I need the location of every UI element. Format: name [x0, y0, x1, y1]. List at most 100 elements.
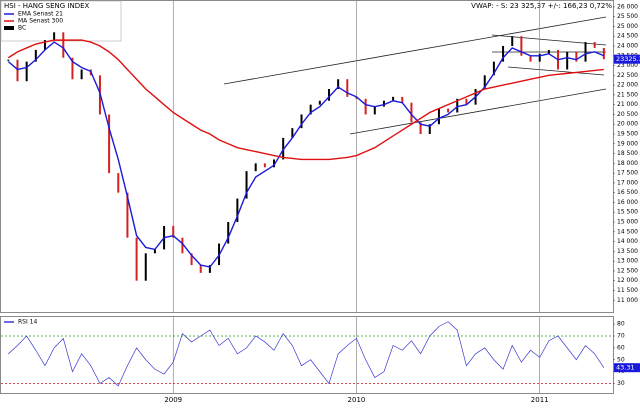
- price-bar: [492, 61, 495, 76]
- price-bar: [437, 108, 440, 125]
- last-value-label: 23325.37: [616, 55, 640, 63]
- price-bar: [34, 49, 37, 62]
- series-line: [7, 39, 604, 161]
- price-bar: [300, 114, 303, 129]
- y-tick-label: 60: [617, 344, 625, 351]
- last-value-label: 43.31: [616, 364, 635, 372]
- y-tick-label: 70: [617, 333, 625, 340]
- last-value-flag: [614, 363, 640, 373]
- y-tick-label: 25 000: [617, 23, 638, 30]
- price-bar: [410, 102, 413, 123]
- price-bar: [575, 51, 578, 62]
- trend-line: [507, 66, 605, 76]
- trend-line: [491, 34, 607, 46]
- price-bar: [355, 96, 358, 99]
- y-tick-label: 11 500: [617, 287, 638, 294]
- y-tick-label: 16 500: [617, 189, 638, 196]
- legend-label: RSI 14: [18, 319, 37, 326]
- price-bar: [593, 42, 596, 48]
- y-tick-label: 12 500: [617, 267, 638, 274]
- x-tick-label: 2009: [164, 396, 182, 404]
- y-tick-label: 15 500: [617, 209, 638, 216]
- price-bar: [108, 114, 111, 174]
- trend-line: [223, 16, 607, 85]
- y-tick-label: 21 500: [617, 91, 638, 98]
- price-bar: [80, 69, 83, 80]
- y-tick-label: 13 500: [617, 248, 638, 255]
- price-bar: [538, 53, 541, 62]
- y-tick-label: 18 500: [617, 150, 638, 157]
- price-bar: [602, 47, 605, 60]
- x-tick-label: 2011: [531, 396, 549, 404]
- chart-title: HSI - HANG SENG INDEX: [4, 2, 90, 10]
- y-tick-label: 11 000: [617, 297, 638, 304]
- y-tick-label: 50: [617, 356, 625, 363]
- legend-swatch: [4, 26, 14, 30]
- y-tick-label: 24 500: [617, 33, 638, 40]
- y-tick-label: 15 000: [617, 219, 638, 226]
- y-tick-label: 26 000: [617, 3, 638, 10]
- price-bar: [181, 237, 184, 254]
- y-tick-label: 20 000: [617, 121, 638, 128]
- price-bar: [254, 163, 257, 172]
- price-bar: [529, 55, 532, 62]
- price-bar: [346, 79, 349, 97]
- price-bar: [126, 192, 129, 238]
- price-bar: [245, 171, 248, 199]
- y-tick-label: 22 000: [617, 82, 638, 89]
- price-bar: [117, 173, 120, 193]
- y-tick-label: 25 500: [617, 13, 638, 20]
- legend-box: [0, 0, 122, 42]
- price-bar: [199, 265, 202, 273]
- legend-label: EMA Senast 21: [18, 11, 63, 18]
- price-bar: [7, 59, 10, 61]
- price-bar: [547, 49, 550, 54]
- price-bar: [236, 198, 239, 223]
- legend-label: MA Senast 300: [18, 18, 63, 25]
- price-bar: [382, 100, 385, 107]
- price-bar: [447, 108, 450, 113]
- y-tick-label: 14 500: [617, 228, 638, 235]
- price-bar: [273, 159, 276, 168]
- y-tick-label: 30: [617, 380, 625, 387]
- y-tick-label: 21 000: [617, 101, 638, 108]
- price-bar: [16, 59, 19, 82]
- price-bar: [337, 79, 340, 90]
- price-bar: [392, 96, 395, 101]
- y-tick-label: 13 000: [617, 258, 638, 265]
- y-tick-label: 18 000: [617, 160, 638, 167]
- price-bar: [263, 163, 266, 168]
- price-bar: [401, 96, 404, 103]
- price-bar: [520, 36, 523, 56]
- price-bar: [144, 253, 147, 281]
- y-tick-label: 14 000: [617, 238, 638, 245]
- price-bar: [71, 57, 74, 80]
- price-bar: [135, 237, 138, 281]
- y-tick-label: 23 000: [617, 62, 638, 69]
- y-tick-label: 16 000: [617, 199, 638, 206]
- y-tick-label: 24 000: [617, 42, 638, 49]
- price-bar: [318, 100, 321, 105]
- price-bar: [364, 98, 367, 115]
- price-bar: [208, 265, 211, 273]
- price-bar: [153, 249, 156, 254]
- price-bar: [511, 36, 514, 46]
- y-tick-label: 17 000: [617, 179, 638, 186]
- y-tick-label: 19 500: [617, 131, 638, 138]
- series-line: [8, 321, 605, 387]
- price-bar: [465, 98, 468, 105]
- price-bar: [327, 89, 330, 101]
- price-bar: [502, 45, 505, 62]
- price-bar: [309, 104, 312, 115]
- price-bar: [428, 124, 431, 135]
- price-bar: [53, 32, 56, 41]
- y-tick-label: 22 500: [617, 72, 638, 79]
- y-tick-label: 80: [617, 321, 625, 328]
- price-bar: [43, 40, 46, 50]
- price-bar: [25, 61, 28, 82]
- info-text: VWAP: - S: 23 325,37 +/-: 166,23 0,72%: [471, 2, 612, 10]
- y-tick-label: 17 500: [617, 170, 638, 177]
- rsi-panel: [0, 316, 614, 394]
- price-bar: [566, 51, 569, 70]
